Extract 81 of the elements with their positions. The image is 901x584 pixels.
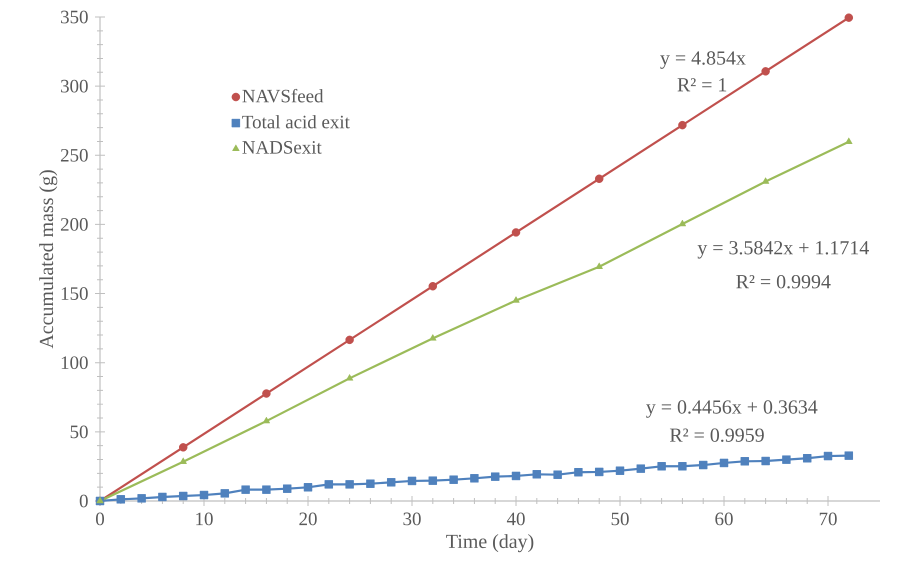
point xyxy=(262,389,271,398)
point xyxy=(158,492,167,502)
point xyxy=(428,282,438,290)
point xyxy=(740,457,750,466)
point xyxy=(636,464,646,473)
point xyxy=(137,494,146,503)
y-tick-label: 250 xyxy=(60,148,88,162)
annotation: R² = 0.9994 xyxy=(736,274,831,288)
annotation: R² = 1 xyxy=(678,78,726,92)
x-tick-label: 60 xyxy=(715,512,733,526)
y-tick-label: 0 xyxy=(80,494,88,508)
point xyxy=(220,489,230,498)
x-tick-label: 40 xyxy=(506,512,525,526)
annotation: R² = 0.9959 xyxy=(670,428,764,442)
point xyxy=(616,466,624,475)
point xyxy=(408,476,416,486)
y-tick-label: 50 xyxy=(70,425,88,438)
point xyxy=(512,472,520,480)
y-tick-label: 200 xyxy=(60,218,88,231)
annotation: y = 0.4456x + 0.3634 xyxy=(646,400,818,418)
point xyxy=(844,13,854,22)
point xyxy=(449,475,458,484)
point xyxy=(470,474,479,483)
point xyxy=(366,479,375,488)
annotation: y = 4.854x xyxy=(660,51,746,69)
x-tick-label: 70 xyxy=(820,512,837,526)
annotation: y = 3.5842x + 1.1714 xyxy=(698,241,869,259)
point xyxy=(512,296,520,303)
point xyxy=(262,485,271,494)
point xyxy=(678,462,687,471)
point xyxy=(324,480,334,489)
y-axis-title: Accumulated mass (g) xyxy=(39,170,58,348)
x-tick-label: 30 xyxy=(403,512,421,526)
point xyxy=(116,495,126,504)
point xyxy=(345,336,354,344)
x-tick-label: 20 xyxy=(299,512,317,526)
legend-label: NADSexit xyxy=(242,141,322,154)
point xyxy=(200,490,208,500)
point xyxy=(282,484,292,493)
point xyxy=(304,483,312,492)
point xyxy=(762,177,770,184)
point xyxy=(698,460,708,470)
point xyxy=(178,492,188,500)
point xyxy=(532,470,542,479)
point xyxy=(678,220,686,226)
point xyxy=(553,470,562,479)
y-tick-label: 100 xyxy=(62,356,88,370)
y-tick-label: 300 xyxy=(61,80,88,93)
point xyxy=(512,228,520,237)
y-tick-label: 350 xyxy=(61,10,88,24)
point xyxy=(802,454,812,462)
point xyxy=(241,485,250,494)
point xyxy=(346,374,354,381)
point xyxy=(782,455,791,464)
point xyxy=(345,480,354,489)
point xyxy=(845,137,853,144)
point xyxy=(490,472,500,481)
x-tick-label: 0 xyxy=(96,512,104,526)
point xyxy=(761,456,770,466)
point xyxy=(824,452,832,460)
legend-label: NAVSfeed xyxy=(242,88,324,103)
point xyxy=(720,458,728,468)
point xyxy=(429,334,437,341)
point xyxy=(428,476,438,485)
point xyxy=(657,462,666,471)
x-tick-label: 50 xyxy=(612,512,629,526)
legend-label: Total acid exit xyxy=(242,115,350,128)
x-tick-label: 10 xyxy=(196,512,213,526)
x-axis-title: Time (day) xyxy=(446,534,534,552)
point xyxy=(596,262,603,269)
point xyxy=(386,478,396,487)
point xyxy=(594,174,604,184)
y-tick-label: 150 xyxy=(62,287,88,300)
point xyxy=(594,468,604,476)
point xyxy=(574,468,583,476)
point xyxy=(178,443,188,452)
point xyxy=(844,451,854,460)
point xyxy=(262,416,270,424)
point xyxy=(180,457,187,464)
point xyxy=(761,67,770,76)
point xyxy=(678,120,687,130)
